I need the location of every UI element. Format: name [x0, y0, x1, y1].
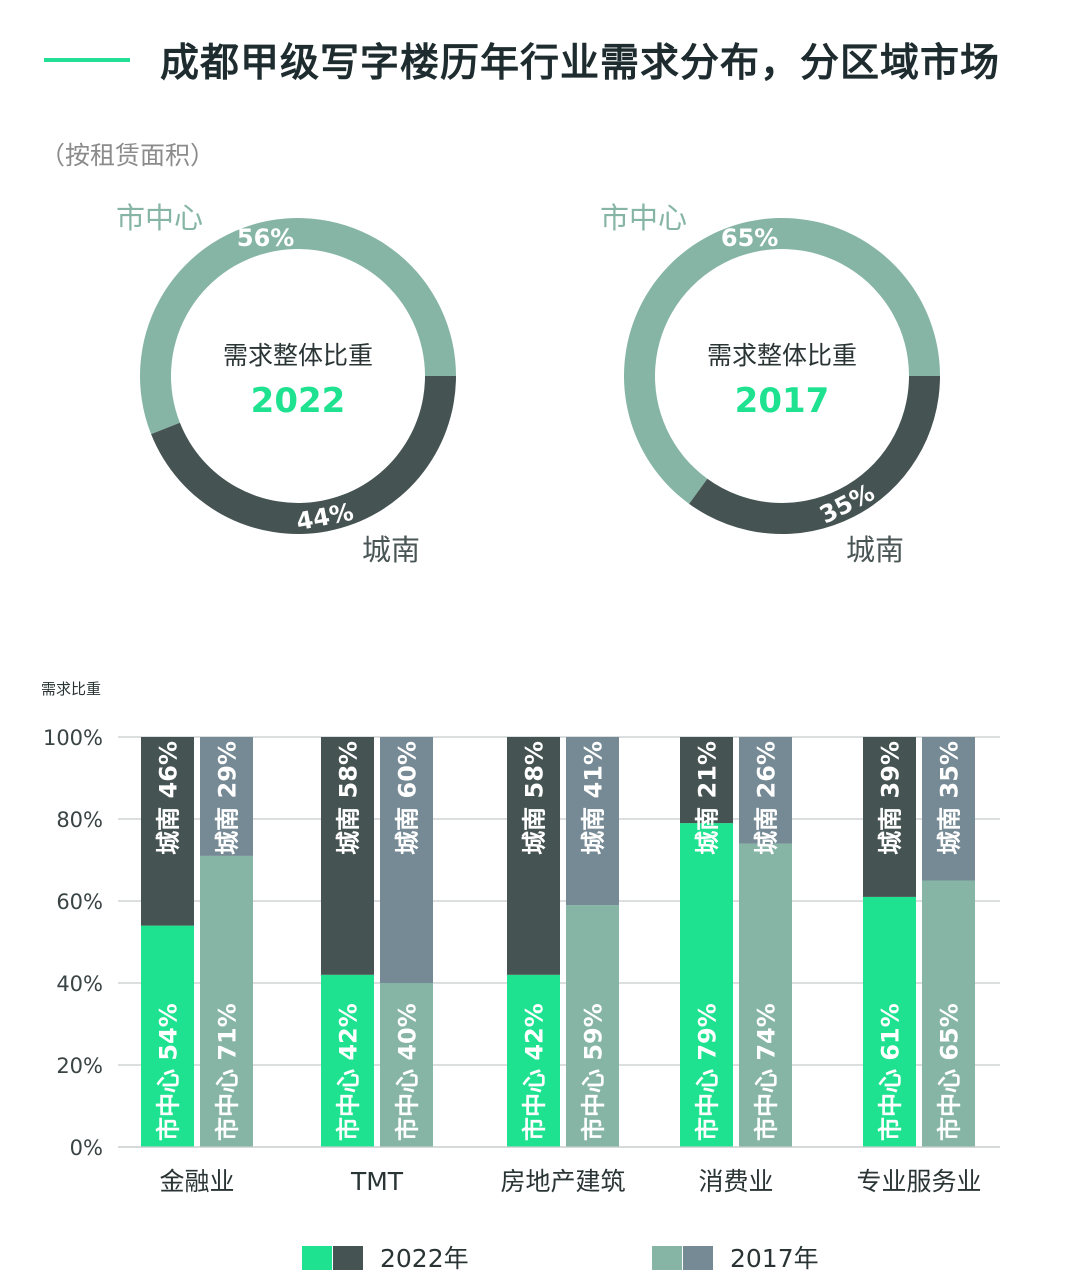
bar-2022-south: [680, 737, 733, 824]
y-tick-label: 0%: [70, 1136, 103, 1160]
y-tick-label: 40%: [56, 972, 103, 996]
bar-2022-cbd: [507, 974, 560, 1147]
bar-label-cbd: 市中心 42%: [521, 1003, 549, 1141]
donut-2022-center-year: 2022: [251, 381, 346, 421]
bar-2022-cbd: [863, 896, 916, 1147]
bar-label-cbd: 市中心 54%: [155, 1003, 183, 1141]
x-category-label: 金融业: [159, 1167, 234, 1196]
x-category-label: 消费业: [698, 1167, 773, 1196]
bar-label-south: 城南 35%: [936, 741, 964, 855]
bar-2022-cbd: [321, 974, 374, 1147]
bar-2022-south: [141, 737, 194, 926]
bar-label-south: 城南 46%: [155, 741, 183, 855]
bar-chart-ylabel: 需求比重: [41, 680, 101, 698]
x-category-label: 房地产建筑: [500, 1167, 625, 1196]
x-category-label: TMT: [350, 1167, 404, 1196]
page-title: 成都甲级写字楼历年行业需求分布，分区域市场: [160, 41, 1001, 86]
donut-2017-slice-south: [689, 376, 940, 534]
donut-2017-label-cbd: 65%: [721, 224, 778, 252]
bar-label-south: 城南 60%: [394, 741, 422, 855]
donut-2022-slice-south: [151, 376, 456, 534]
legend-swatch-2017-cbd: [652, 1246, 682, 1270]
donut-2017-center-year: 2017: [735, 381, 830, 421]
bar-label-south: 城南 26%: [753, 741, 781, 855]
donut-2022-label-cbd: 56%: [237, 224, 294, 252]
bar-label-cbd: 市中心 71%: [214, 1003, 242, 1141]
title-accent-line: [44, 58, 130, 62]
bar-2017-south: [380, 737, 433, 983]
legend-label-2022: 2022年: [380, 1244, 469, 1273]
bar-2022-south: [507, 737, 560, 975]
bar-2017-cbd: [739, 843, 792, 1147]
bar-2022-south: [321, 737, 374, 975]
bar-label-south: 城南 58%: [335, 741, 363, 855]
bar-2017-south: [566, 737, 619, 906]
bar-label-cbd: 市中心 61%: [877, 1003, 905, 1141]
legend-swatch-2017-south: [683, 1246, 713, 1270]
donut-2022-center-label: 需求整体比重: [223, 341, 373, 370]
y-tick-label: 100%: [43, 726, 103, 750]
bar-label-south: 城南 29%: [214, 741, 242, 855]
bar-2017-cbd: [566, 905, 619, 1147]
bar-2017-cbd: [922, 880, 975, 1147]
bar-2017-cbd: [380, 983, 433, 1147]
donut-2017-name-cbd: 市中心: [600, 201, 687, 235]
bar-2017-south: [922, 737, 975, 881]
bar-label-south: 城南 58%: [521, 741, 549, 855]
page-subtitle: （按租赁面积）: [40, 141, 216, 170]
bar-label-south: 城南 41%: [580, 741, 608, 855]
donut-2022-name-south: 城南: [362, 533, 420, 567]
bar-label-cbd: 市中心 79%: [694, 1003, 722, 1141]
y-tick-label: 20%: [56, 1054, 103, 1078]
bar-label-south: 城南 21%: [694, 741, 722, 855]
x-category-label: 专业服务业: [856, 1167, 981, 1196]
bar-2022-cbd: [680, 823, 733, 1147]
bar-label-cbd: 市中心 74%: [753, 1003, 781, 1141]
bar-label-cbd: 市中心 40%: [394, 1003, 422, 1141]
legend-swatch-2022-cbd: [302, 1246, 332, 1270]
legend-swatch-2022-south: [333, 1246, 363, 1270]
legend-label-2017: 2017年: [730, 1244, 819, 1273]
donut-2022-slice-cbd: [140, 218, 456, 435]
bar-2017-cbd: [200, 855, 253, 1147]
y-tick-label: 80%: [56, 808, 103, 832]
bar-label-south: 城南 39%: [877, 741, 905, 855]
bar-2022-south: [863, 737, 916, 897]
bar-label-cbd: 市中心 42%: [335, 1003, 363, 1141]
bar-2017-south: [739, 737, 792, 844]
donut-2022-name-cbd: 市中心: [116, 201, 203, 235]
y-tick-label: 60%: [56, 890, 103, 914]
bar-2017-south: [200, 737, 253, 856]
bar-label-cbd: 市中心 59%: [580, 1003, 608, 1141]
bar-label-cbd: 市中心 65%: [936, 1003, 964, 1141]
donut-2017-name-south: 城南: [846, 533, 904, 567]
bar-2022-cbd: [141, 925, 194, 1147]
donut-2017-center-label: 需求整体比重: [707, 341, 857, 370]
